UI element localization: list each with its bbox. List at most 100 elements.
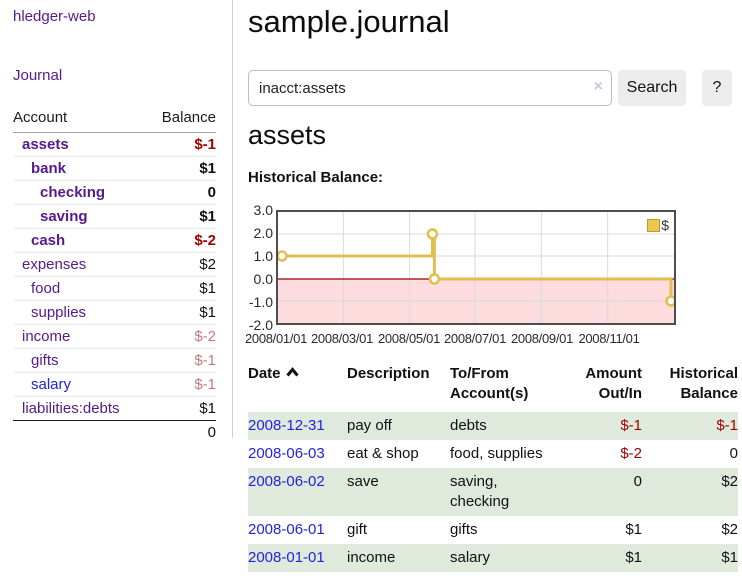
- account-tree: Account Balance assets $-1 bank $1 check…: [13, 105, 216, 444]
- account-link-cash[interactable]: cash: [31, 232, 66, 249]
- transaction-amount: 0: [560, 468, 642, 516]
- account-balance: $1: [199, 208, 216, 225]
- y-tick: 1.0: [253, 248, 273, 264]
- column-header-accounts: To/From Account(s): [450, 365, 529, 402]
- account-row: bank $1: [13, 157, 216, 181]
- account-balance: $1: [199, 400, 216, 417]
- main-content: sample.journal × Search ? assets Histori…: [244, 0, 742, 582]
- column-header-description: Description: [347, 365, 430, 382]
- column-header-amount: Amount Out/In: [585, 365, 642, 402]
- account-link-liabilities-debts[interactable]: liabilities:debts: [22, 400, 120, 417]
- total-balance: 0: [207, 424, 216, 441]
- account-link-income[interactable]: income: [22, 328, 71, 345]
- transaction-accounts: debts: [450, 412, 560, 440]
- y-tick: 0.0: [253, 271, 273, 287]
- transaction-amount: $-1: [560, 412, 642, 440]
- search-button[interactable]: Search: [618, 70, 686, 106]
- account-link-salary[interactable]: salary: [31, 376, 72, 393]
- historical-balance-chart: 3.0 2.0 1.0 0.0 -1.0 -2.0: [244, 202, 742, 350]
- register-table: Date Description To/From Account(s) Amou…: [248, 362, 738, 572]
- account-link-bank[interactable]: bank: [31, 160, 67, 177]
- account-link-checking[interactable]: checking: [40, 184, 106, 201]
- account-balance: 0: [207, 184, 216, 201]
- legend-swatch-icon: [647, 218, 661, 232]
- sidebar: hledger-web Journal Account Balance asse…: [0, 0, 233, 441]
- account-link-supplies[interactable]: supplies: [31, 304, 87, 321]
- page-title: sample.journal: [248, 4, 450, 39]
- column-header-balance: Historical Balance: [669, 365, 738, 402]
- transaction-amount: $1: [625, 521, 642, 538]
- sort-ascending-icon: [285, 367, 299, 377]
- account-balance: $-2: [194, 232, 216, 249]
- y-tick: 2.0: [253, 225, 273, 241]
- y-tick: -1.0: [248, 294, 273, 310]
- x-tick: 2008/09/01: [510, 331, 574, 346]
- transaction-amount: $-2: [620, 445, 642, 462]
- transaction-accounts: food, supplies: [450, 445, 543, 462]
- account-balance: $-1: [194, 352, 216, 369]
- help-button[interactable]: ?: [702, 70, 732, 106]
- search-bar: × Search ?: [248, 70, 732, 106]
- transaction-date-link[interactable]: 2008-06-02: [248, 473, 325, 490]
- account-balance: $1: [199, 304, 216, 321]
- account-row: cash $-2: [13, 229, 216, 253]
- balance-column-header: Balance: [161, 109, 216, 126]
- account-row: checking 0: [13, 181, 216, 205]
- transaction-balance: $1: [642, 544, 738, 572]
- x-tick: 2008/07/01: [443, 331, 507, 346]
- account-column-header: Account: [13, 109, 68, 126]
- account-link-expenses[interactable]: expenses: [22, 256, 87, 273]
- search-input-wrap: ×: [248, 70, 612, 106]
- transaction-balance: $-1: [642, 412, 738, 440]
- search-input[interactable]: [248, 70, 612, 106]
- chart-canvas: [278, 212, 674, 323]
- account-row: saving $1: [13, 205, 216, 229]
- transaction-description: eat & shop: [347, 445, 419, 462]
- account-row: income $-2: [13, 325, 216, 349]
- account-row: supplies $1: [13, 301, 216, 325]
- app-title-link[interactable]: hledger-web: [13, 8, 96, 25]
- transaction-balance: 0: [729, 445, 738, 462]
- transaction-description: save: [347, 468, 450, 516]
- account-total-row: 0: [13, 420, 216, 444]
- sidebar-item-journal[interactable]: Journal: [13, 67, 63, 84]
- account-link-gifts[interactable]: gifts: [31, 352, 59, 369]
- transaction-accounts: salary: [450, 544, 560, 572]
- x-tick: 2008/03/01: [310, 331, 374, 346]
- transaction-description: pay off: [347, 412, 450, 440]
- account-balance: $-1: [194, 136, 216, 153]
- account-row: expenses $2: [13, 253, 216, 277]
- account-link-saving[interactable]: saving: [40, 208, 88, 225]
- legend-label: $: [661, 217, 669, 233]
- account-link-food[interactable]: food: [31, 280, 61, 297]
- chart-legend: $: [647, 217, 669, 233]
- y-tick: 3.0: [253, 202, 273, 218]
- transaction-date-link[interactable]: 2008-01-01: [248, 549, 325, 566]
- transaction-balance: $2: [721, 521, 738, 538]
- account-balance: $1: [199, 160, 216, 177]
- y-tick: -2.0: [248, 317, 273, 333]
- account-tree-header: Account Balance: [13, 105, 216, 133]
- account-row: salary $-1: [13, 373, 216, 397]
- transaction-description: gift: [347, 521, 368, 538]
- transaction-date-link[interactable]: 2008-12-31: [248, 417, 325, 434]
- account-balance: $-1: [194, 376, 216, 393]
- chart-section-label: Historical Balance:: [248, 169, 384, 186]
- transaction-accounts: saving, checking: [450, 468, 560, 516]
- transaction-balance: $2: [642, 468, 738, 516]
- clear-search-icon[interactable]: ×: [593, 78, 603, 95]
- column-header-date[interactable]: Date: [248, 362, 347, 412]
- x-tick: 2008/01/01: [244, 331, 308, 346]
- x-tick: 2008/11/01: [578, 331, 640, 346]
- account-balance: $1: [199, 280, 216, 297]
- transaction-date-link[interactable]: 2008-06-03: [248, 445, 325, 462]
- account-heading: assets: [248, 120, 327, 150]
- transaction-date-link[interactable]: 2008-06-01: [248, 521, 325, 538]
- x-tick: 2008/05/01: [377, 331, 441, 346]
- transaction-description: income: [347, 544, 450, 572]
- chart-plot-area: $: [276, 210, 676, 325]
- account-balance: $-2: [194, 328, 216, 345]
- account-link-assets[interactable]: assets: [22, 136, 69, 153]
- account-row: gifts $-1: [13, 349, 216, 373]
